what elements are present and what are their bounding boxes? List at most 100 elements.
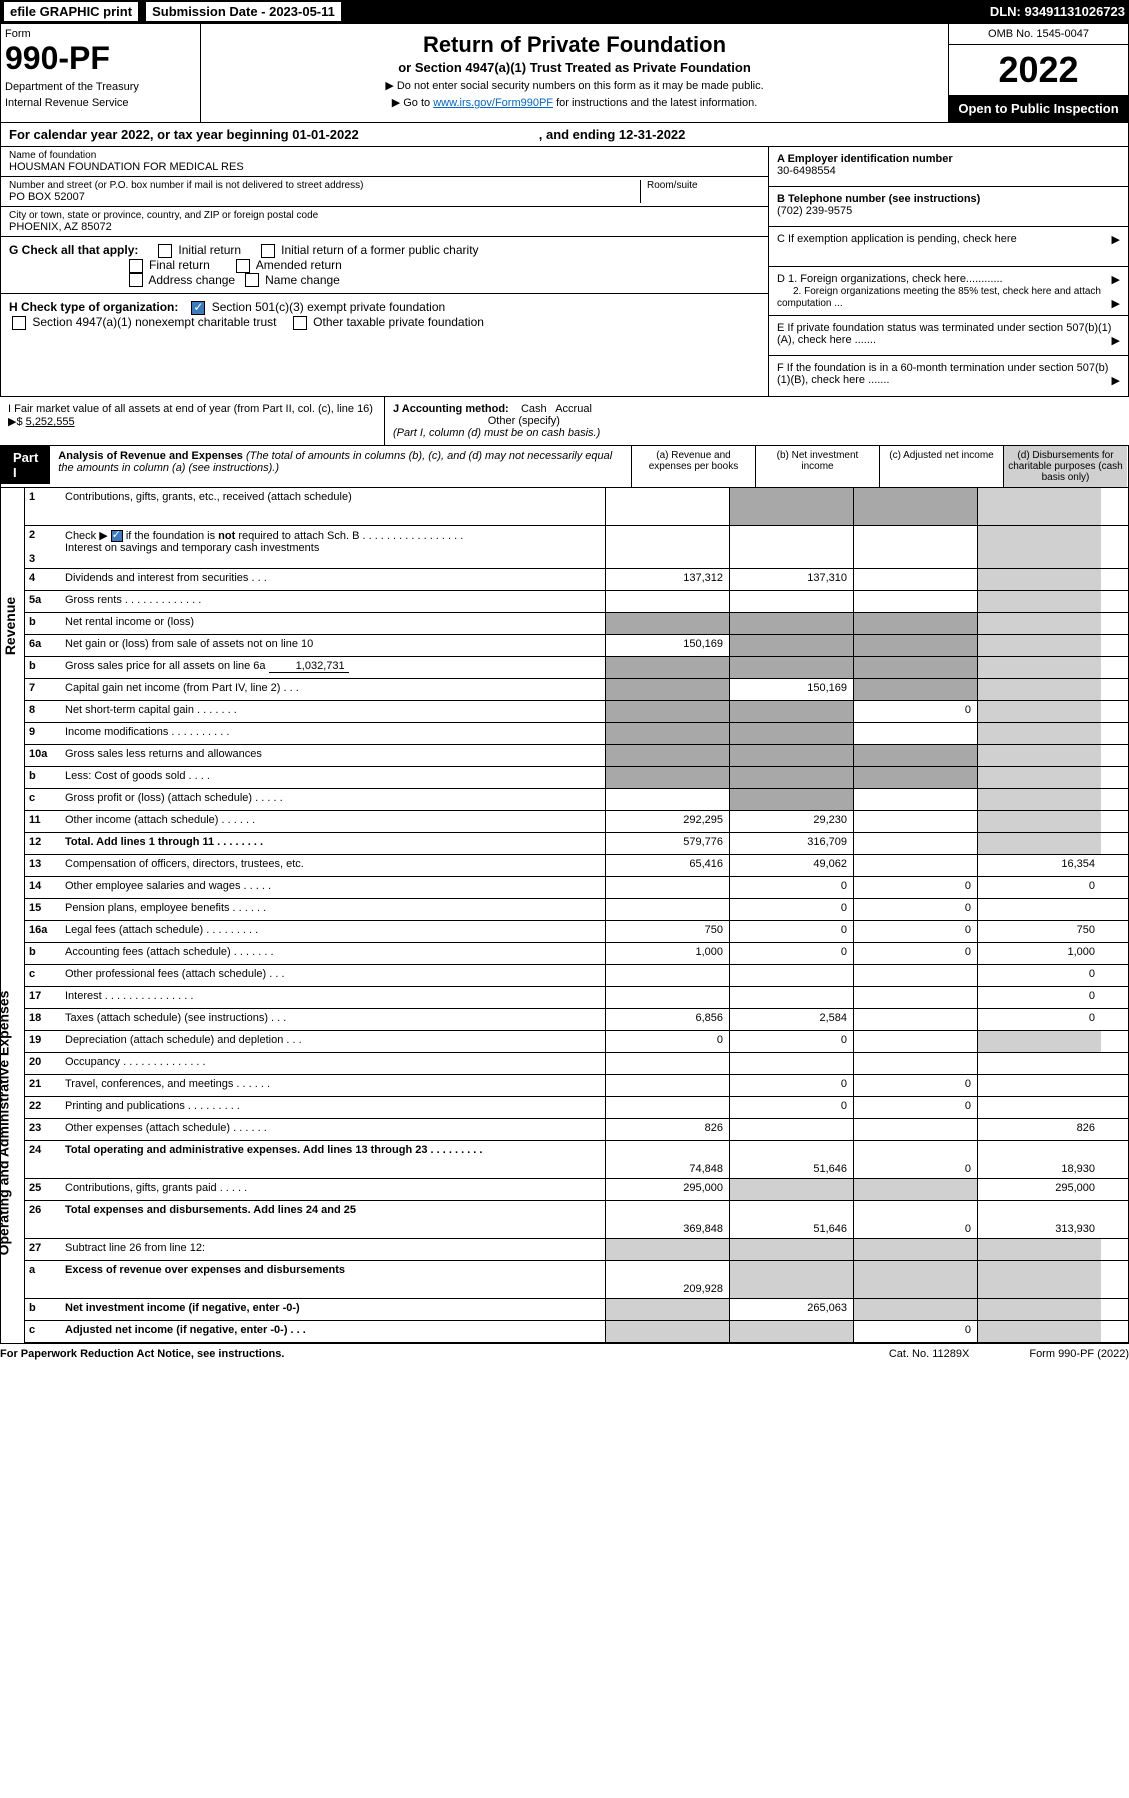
row-12-desc: Total. Add lines 1 through 11 . . . . . … bbox=[61, 833, 605, 854]
row-9-desc: Income modifications . . . . . . . . . . bbox=[61, 723, 605, 744]
city-label: City or town, state or province, country… bbox=[9, 210, 760, 221]
row-4-desc: Dividends and interest from securities .… bbox=[61, 569, 605, 590]
row-5b: bNet rental income or (loss) bbox=[25, 613, 1128, 635]
sch-b-checkbox[interactable] bbox=[111, 530, 123, 542]
row-16a-desc: Legal fees (attach schedule) . . . . . .… bbox=[61, 921, 605, 942]
j-label: J Accounting method: bbox=[393, 403, 509, 415]
row-5b-desc: Net rental income or (loss) bbox=[61, 613, 605, 634]
city: PHOENIX, AZ 85072 bbox=[9, 221, 760, 233]
row-27: 27Subtract line 26 from line 12: bbox=[25, 1239, 1128, 1261]
info-grid: Name of foundation HOUSMAN FOUNDATION FO… bbox=[0, 147, 1129, 397]
row-24-b: 51,646 bbox=[729, 1141, 853, 1178]
row-15-b: 0 bbox=[729, 899, 853, 920]
top-bar: efile GRAPHIC print Submission Date - 20… bbox=[0, 0, 1129, 23]
g-opt-0: Initial return bbox=[178, 243, 241, 257]
row-19-desc: Depreciation (attach schedule) and deple… bbox=[61, 1031, 605, 1052]
revenue-text: Revenue bbox=[2, 597, 18, 655]
4947a1-checkbox[interactable] bbox=[12, 316, 26, 330]
row-14: 14Other employee salaries and wages . . … bbox=[25, 877, 1128, 899]
row-22-desc: Printing and publications . . . . . . . … bbox=[61, 1097, 605, 1118]
calendar-year-row: For calendar year 2022, or tax year begi… bbox=[0, 123, 1129, 147]
row-10b: bLess: Cost of goods sold . . . . bbox=[25, 767, 1128, 789]
row-23-d: 826 bbox=[977, 1119, 1101, 1140]
g-label: G Check all that apply: bbox=[9, 243, 138, 257]
row-19-a: 0 bbox=[605, 1031, 729, 1052]
address-change-checkbox[interactable] bbox=[129, 273, 143, 287]
instructions-link[interactable]: www.irs.gov/Form990PF bbox=[433, 97, 553, 109]
row-24-c: 0 bbox=[853, 1141, 977, 1178]
row-26-desc: Total expenses and disbursements. Add li… bbox=[61, 1201, 605, 1238]
row-22: 22Printing and publications . . . . . . … bbox=[25, 1097, 1128, 1119]
h-label: H Check type of organization: bbox=[9, 300, 178, 314]
ssn-warning: ▶ Do not enter social security numbers o… bbox=[209, 79, 940, 92]
g-opt-3: Amended return bbox=[256, 258, 342, 272]
501c3-checkbox[interactable] bbox=[191, 301, 205, 315]
form-number: 990-PF bbox=[5, 40, 196, 77]
note2-post: for instructions and the latest informat… bbox=[553, 97, 757, 109]
j-other-label: Other (specify) bbox=[488, 415, 560, 427]
d1-label: D 1. Foreign organizations, check here..… bbox=[777, 273, 1003, 285]
row-16a-a: 750 bbox=[605, 921, 729, 942]
name-change-checkbox[interactable] bbox=[245, 273, 259, 287]
part1-head: Analysis of Revenue and Expenses bbox=[58, 450, 243, 462]
row-16c-d: 0 bbox=[977, 965, 1101, 986]
row-16a-c: 0 bbox=[853, 921, 977, 942]
row-10a-desc: Gross sales less returns and allowances bbox=[61, 745, 605, 766]
row-18-d: 0 bbox=[977, 1009, 1101, 1030]
row-16c: cOther professional fees (attach schedul… bbox=[25, 965, 1128, 987]
g-opt-2: Final return bbox=[149, 258, 210, 272]
row-11-desc: Other income (attach schedule) . . . . .… bbox=[61, 811, 605, 832]
row-10c: cGross profit or (loss) (attach schedule… bbox=[25, 789, 1128, 811]
row-18-b: 2,584 bbox=[729, 1009, 853, 1030]
row-13: 13Compensation of officers, directors, t… bbox=[25, 855, 1128, 877]
row-16a-b: 0 bbox=[729, 921, 853, 942]
final-return-checkbox[interactable] bbox=[129, 259, 143, 273]
dln: DLN: 93491131026723 bbox=[990, 4, 1125, 19]
h-opt-1: Section 501(c)(3) exempt private foundat… bbox=[212, 300, 445, 314]
row-5a-desc: Gross rents . . . . . . . . . . . . . bbox=[61, 591, 605, 612]
row-27a-desc: Excess of revenue over expenses and disb… bbox=[61, 1261, 605, 1298]
row-10c-desc: Gross profit or (loss) (attach schedule)… bbox=[61, 789, 605, 810]
row-1: 1Contributions, gifts, grants, etc., rec… bbox=[25, 488, 1128, 526]
row-14-desc: Other employee salaries and wages . . . … bbox=[61, 877, 605, 898]
row-10b-desc: Less: Cost of goods sold . . . . bbox=[61, 767, 605, 788]
footer: For Paperwork Reduction Act Notice, see … bbox=[0, 1343, 1129, 1364]
initial-return-checkbox[interactable] bbox=[158, 244, 172, 258]
other-taxable-checkbox[interactable] bbox=[293, 316, 307, 330]
row-24: 24Total operating and administrative exp… bbox=[25, 1141, 1128, 1179]
row-20-desc: Occupancy . . . . . . . . . . . . . . bbox=[61, 1053, 605, 1074]
paperwork-notice: For Paperwork Reduction Act Notice, see … bbox=[0, 1348, 284, 1360]
row-14-c: 0 bbox=[853, 877, 977, 898]
row-16b-d: 1,000 bbox=[977, 943, 1101, 964]
e-terminated-label: E If private foundation status was termi… bbox=[777, 322, 1111, 346]
omb-number: OMB No. 1545-0047 bbox=[949, 24, 1128, 45]
row-21-b: 0 bbox=[729, 1075, 853, 1096]
h-check-row: H Check type of organization: Section 50… bbox=[1, 294, 768, 336]
room-label: Room/suite bbox=[647, 180, 760, 191]
row-13-a: 65,416 bbox=[605, 855, 729, 876]
instructions-link-row: ▶ Go to www.irs.gov/Form990PF for instru… bbox=[209, 96, 940, 109]
note2-pre: ▶ Go to bbox=[392, 97, 433, 109]
j-accrual-label: Accrual bbox=[555, 403, 592, 415]
dept-treasury: Department of the Treasury bbox=[5, 81, 196, 93]
h-opt-2: Section 4947(a)(1) nonexempt charitable … bbox=[32, 315, 276, 329]
row-27b-b: 265,063 bbox=[729, 1299, 853, 1320]
amended-return-checkbox[interactable] bbox=[236, 259, 250, 273]
tax-year: 2022 bbox=[949, 45, 1128, 95]
part1-header-row: Part I Analysis of Revenue and Expenses … bbox=[0, 446, 1129, 488]
row-7-b: 150,169 bbox=[729, 679, 853, 700]
row-21: 21Travel, conferences, and meetings . . … bbox=[25, 1075, 1128, 1097]
row-6a-desc: Net gain or (loss) from sale of assets n… bbox=[61, 635, 605, 656]
row-1-desc: Contributions, gifts, grants, etc., rece… bbox=[61, 488, 605, 525]
row-15: 15Pension plans, employee benefits . . .… bbox=[25, 899, 1128, 921]
initial-former-checkbox[interactable] bbox=[261, 244, 275, 258]
ein-label: A Employer identification number bbox=[777, 153, 953, 165]
row-4: 4Dividends and interest from securities … bbox=[25, 569, 1128, 591]
year-begin: For calendar year 2022, or tax year begi… bbox=[9, 127, 359, 142]
row-20: 20Occupancy . . . . . . . . . . . . . . bbox=[25, 1053, 1128, 1075]
row-27c-desc: Adjusted net income (if negative, enter … bbox=[61, 1321, 605, 1342]
d2-label: 2. Foreign organizations meeting the 85%… bbox=[777, 286, 1101, 309]
expenses-table: Operating and Administrative Expenses 13… bbox=[0, 855, 1129, 1343]
i-fmv-value: 5,252,555 bbox=[26, 416, 75, 428]
row-25-desc: Contributions, gifts, grants paid . . . … bbox=[61, 1179, 605, 1200]
